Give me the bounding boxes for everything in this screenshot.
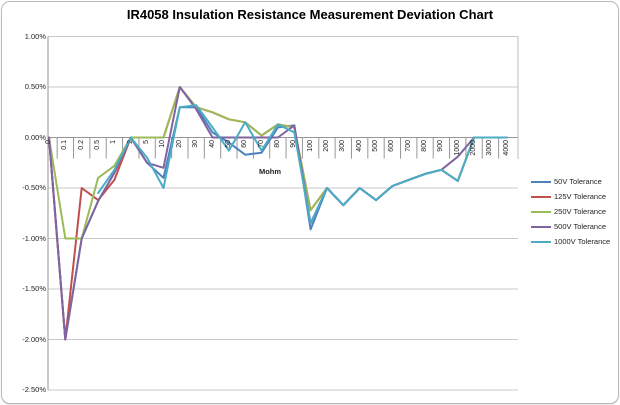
legend-label: 250V Tolerance bbox=[554, 207, 606, 216]
y-tick-label: -1.00% bbox=[22, 233, 46, 243]
legend-line-swatch bbox=[531, 196, 551, 198]
x-tick-label: 20 bbox=[175, 140, 183, 148]
x-tick-label: 40 bbox=[208, 140, 216, 148]
x-tick-label: 2 bbox=[126, 140, 134, 144]
y-tick-label: 0.50% bbox=[24, 82, 46, 91]
x-tick-label: 70 bbox=[257, 140, 265, 148]
x-tick-label: 1000 bbox=[453, 140, 461, 156]
legend-item-1000v-tolerance: 1000V Tolerance bbox=[531, 237, 610, 247]
legend-item-50v-tolerance: 50V Tolerance bbox=[531, 177, 610, 187]
y-tick-label: -1.50% bbox=[22, 284, 46, 293]
legend-label: 50V Tolerance bbox=[554, 177, 602, 186]
x-tick-label: 0.5 bbox=[94, 140, 102, 150]
x-tick-label: 100 bbox=[306, 140, 314, 152]
x-tick-label: 4000 bbox=[502, 140, 510, 156]
chart-title: IR4058 Insulation Resistance Measurement… bbox=[126, 7, 494, 22]
legend-line-swatch bbox=[531, 241, 551, 243]
legend-label: 1000V Tolerance bbox=[554, 237, 611, 246]
x-tick-label: 700 bbox=[404, 140, 412, 152]
x-tick-label: 10 bbox=[159, 140, 167, 148]
series-line-1000v-tolerance bbox=[97, 104, 508, 225]
x-tick-label: 50 bbox=[224, 140, 232, 148]
legend-item-125v-tolerance: 125V Tolerance bbox=[531, 192, 610, 202]
y-tick-label: -2.00% bbox=[22, 334, 46, 344]
x-tick-label: 500 bbox=[372, 140, 379, 152]
x-tick-label: 90 bbox=[290, 140, 298, 148]
legend-line-swatch bbox=[531, 211, 551, 213]
x-tick-label: 0 bbox=[45, 140, 52, 144]
legend-line-swatch bbox=[531, 226, 551, 228]
legend-item-250v-tolerance: 250V Tolerance bbox=[531, 207, 610, 217]
x-tick-label: 600 bbox=[388, 140, 396, 152]
x-tick-label: 200 bbox=[322, 140, 330, 152]
x-tick-label: 2000 bbox=[470, 140, 478, 156]
x-axis-title: Mohm bbox=[258, 167, 282, 176]
chart-legend: 50V Tolerance 125V Tolerance 250V Toleranc… bbox=[531, 177, 610, 252]
x-tick-label: 0.2 bbox=[77, 140, 85, 150]
legend-line-swatch bbox=[531, 181, 551, 183]
y-tick-label: 0.00% bbox=[24, 132, 46, 142]
x-tick-label: 900 bbox=[437, 140, 445, 152]
legend-label: 125V Tolerance bbox=[554, 192, 606, 201]
y-tick-label: -2.50% bbox=[22, 385, 46, 394]
legend-label: 500V Tolerance bbox=[554, 222, 606, 231]
x-tick-label: 300 bbox=[339, 140, 347, 152]
x-tick-label: 80 bbox=[273, 140, 281, 148]
x-tick-label: 3000 bbox=[486, 140, 494, 156]
x-tick-label: 60 bbox=[241, 140, 249, 148]
x-tick-label: 800 bbox=[421, 140, 429, 152]
x-tick-label: 5 bbox=[143, 140, 151, 144]
y-tick-label: -0.50% bbox=[22, 183, 46, 192]
x-tick-label: 1 bbox=[110, 140, 118, 144]
legend-item-500v-tolerance: 500V Tolerance bbox=[531, 222, 610, 232]
x-tick-label: 0.1 bbox=[61, 140, 69, 150]
y-tick-label: 1.00% bbox=[24, 31, 46, 41]
x-tick-label: 400 bbox=[355, 140, 363, 152]
x-tick-label: 30 bbox=[192, 140, 200, 148]
